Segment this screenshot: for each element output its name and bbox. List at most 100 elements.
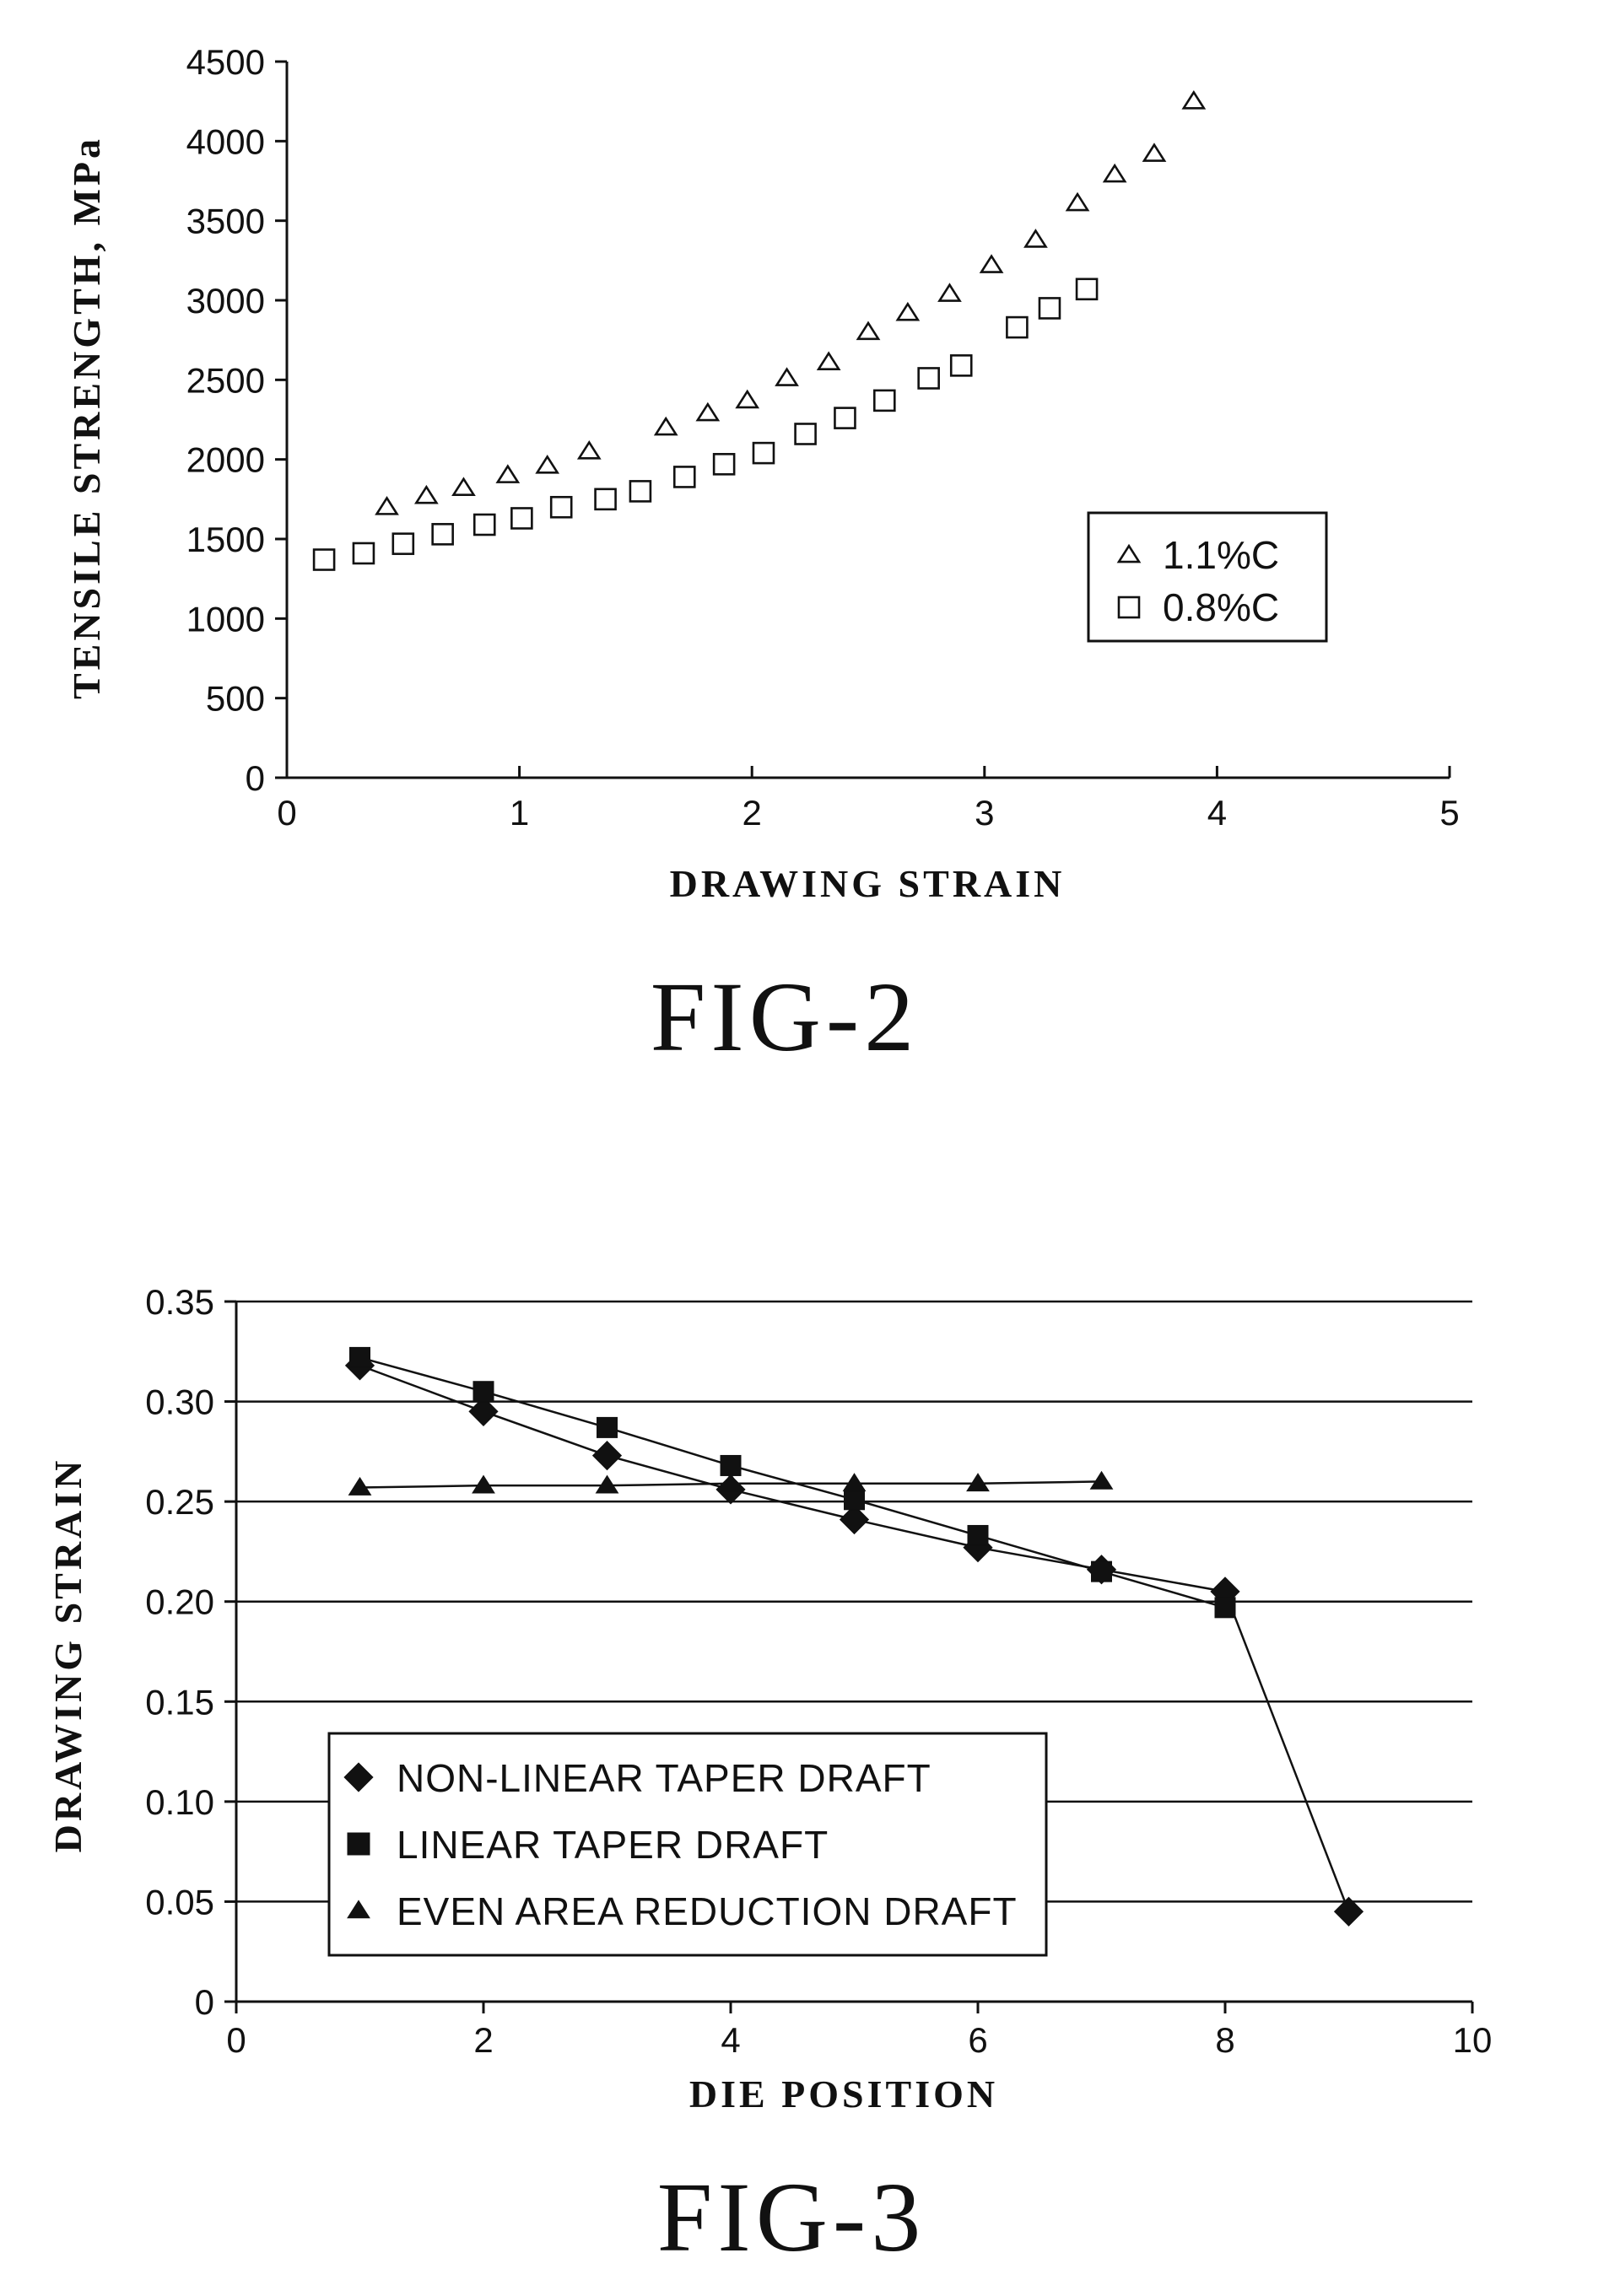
fig2-square-point bbox=[872, 389, 896, 412]
fig2-triangle-point bbox=[576, 440, 602, 460]
fig3-x-axis-title: DIE POSITION bbox=[689, 2072, 998, 2115]
fig2-square-point bbox=[312, 548, 336, 571]
fig3-nonlinear-taper-point bbox=[839, 1504, 870, 1535]
fig3-even-area-point bbox=[719, 1473, 742, 1492]
fig2-triangle-point bbox=[1181, 89, 1207, 110]
fig2-y-tick-label: 4000 bbox=[186, 121, 265, 161]
fig2-square-point bbox=[949, 354, 973, 377]
fig2-square-point bbox=[510, 507, 533, 530]
fig2-x-axis-title: DRAWING STRAIN bbox=[670, 862, 1066, 905]
fig3-x-tick-label: 2 bbox=[473, 2020, 493, 2060]
fig2-triangle-point bbox=[1065, 191, 1090, 212]
fig2-square-point bbox=[834, 407, 856, 429]
fig3-y-tick-label: 0.25 bbox=[145, 1482, 214, 1522]
fig2-triangle-point bbox=[735, 389, 760, 409]
fig2-square-point bbox=[1075, 278, 1099, 301]
fig2-square-point bbox=[712, 453, 736, 476]
fig3-linear-taper-point bbox=[1091, 1560, 1112, 1582]
fig3-linear-taper-point bbox=[967, 1524, 989, 1546]
tensile-strength-chart: 0 500 1000 1500 2000 2500 3000 3500 4000 4500 0 1 2 3… bbox=[65, 42, 1460, 905]
fig3-even-area-point bbox=[1089, 1470, 1114, 1490]
fig2-square-point bbox=[472, 513, 496, 536]
fig2-square-point bbox=[549, 495, 573, 519]
fig3-legend-label: EVEN AREA REDUCTION DRAFT bbox=[397, 1889, 1018, 1933]
fig2-y-tick-label: 1000 bbox=[186, 599, 265, 639]
fig3-y-axis-title: DRAWING STRAIN bbox=[46, 1458, 89, 1853]
fig2-triangle-point bbox=[856, 321, 881, 341]
fig2-triangle-point bbox=[495, 464, 521, 483]
fig2-triangle-point bbox=[775, 367, 799, 386]
fig3-nonlinear-taper-point bbox=[591, 1440, 623, 1471]
fig3-legend-marker bbox=[343, 1762, 374, 1792]
fig2-triangle-point bbox=[695, 402, 721, 422]
fig2-data-marks bbox=[312, 89, 1207, 571]
fig3-y-tick-label: 0.10 bbox=[145, 1782, 214, 1822]
fig2-figure-label: FIG-2 bbox=[651, 962, 919, 1072]
fig2-legend-label: 0.8%C bbox=[1163, 585, 1279, 629]
fig3-linear-taper-point bbox=[720, 1454, 742, 1476]
fig2-triangle-point bbox=[1102, 163, 1127, 183]
fig2-square-point bbox=[352, 542, 375, 565]
fig2-x-tick-label: 0 bbox=[277, 793, 296, 833]
fig3-y-tick-label: 0.15 bbox=[145, 1682, 214, 1722]
fig3-y-tick-label: 0.05 bbox=[145, 1882, 214, 1921]
fig2-triangle-point bbox=[816, 351, 841, 370]
fig3-y-tick-label: 0.30 bbox=[145, 1382, 214, 1422]
fig2-triangle-point bbox=[979, 254, 1004, 273]
fig2-y-tick-label: 3000 bbox=[186, 281, 265, 321]
fig2-square-point bbox=[917, 367, 940, 390]
fig3-axes bbox=[224, 1300, 1474, 2013]
fig3-linear-taper-point bbox=[597, 1416, 618, 1438]
fig3-y-tick-label: 0.35 bbox=[145, 1282, 214, 1322]
fig2-y-tick-label: 1500 bbox=[186, 520, 265, 559]
fig2-square-point bbox=[392, 532, 415, 555]
fig2-square-point bbox=[431, 523, 454, 546]
fig3-legend-marker bbox=[347, 1900, 370, 1919]
fig2-square-point bbox=[1038, 297, 1061, 320]
fig3-x-tick-label: 10 bbox=[1453, 2020, 1493, 2060]
fig2-triangle-point bbox=[653, 416, 678, 436]
fig2-square-point bbox=[594, 488, 617, 511]
fig3-data-marks bbox=[344, 1346, 1364, 1927]
fig3-legend-box bbox=[327, 1732, 1048, 1957]
fig3-legend: NON-LINEAR TAPER DRAFT LINEAR TAPER DRAFT… bbox=[327, 1732, 1048, 1957]
fig2-square-point bbox=[752, 441, 775, 465]
fig2-y-tick-label: 0 bbox=[246, 758, 265, 798]
fig2-y-tick-label: 3500 bbox=[186, 202, 265, 241]
fig2-y-tick-label: 2500 bbox=[186, 360, 265, 400]
fig3-even-area-point bbox=[842, 1473, 867, 1492]
fig2-y-tick-label: 500 bbox=[206, 679, 265, 719]
fig2-x-tick-label: 4 bbox=[1207, 793, 1227, 833]
fig3-even-area-point bbox=[348, 1476, 372, 1496]
fig2-y-axis-title: TENSILE STRENGTH, MPa bbox=[65, 136, 108, 699]
fig3-tick-labels: 0 0.05 0.10 0.15 0.20 0.25 0.30 0.35 0 2 4 6 8 10 bbox=[145, 1282, 1492, 2060]
fig3-legend-label: LINEAR TAPER DRAFT bbox=[397, 1823, 829, 1867]
fig2-triangle-point bbox=[451, 477, 476, 497]
fig2-axes bbox=[275, 60, 1451, 779]
fig3-x-tick-label: 4 bbox=[721, 2020, 740, 2060]
fig3-x-tick-label: 0 bbox=[226, 2020, 246, 2060]
fig3-legend-label: NON-LINEAR TAPER DRAFT bbox=[397, 1756, 932, 1800]
fig3-linear-taper-point bbox=[844, 1489, 865, 1511]
fig3-y-tick-label: 0.20 bbox=[145, 1582, 214, 1622]
fig3-linear-taper-point bbox=[472, 1381, 494, 1403]
fig2-triangle-point bbox=[895, 301, 921, 321]
fig2-x-tick-label: 2 bbox=[742, 793, 762, 833]
fig2-square-point bbox=[629, 480, 652, 503]
fig2-x-tick-label: 3 bbox=[975, 793, 994, 833]
fig3-even-area-point bbox=[595, 1474, 619, 1494]
fig3-even-area-point bbox=[472, 1474, 495, 1494]
fig2-square-point bbox=[1006, 315, 1029, 339]
fig2-triangle-point bbox=[937, 283, 962, 302]
fig3-nonlinear-taper-point bbox=[1333, 1896, 1364, 1927]
fig2-x-tick-label: 1 bbox=[510, 793, 529, 833]
fig2-legend: 1.1%C 0.8%C bbox=[1087, 511, 1328, 643]
fig2-tick-labels: 0 500 1000 1500 2000 2500 3000 3500 4000 4500 0 1 2 3… bbox=[186, 42, 1460, 833]
fig2-triangle-point bbox=[535, 454, 560, 474]
fig2-triangle-point bbox=[413, 484, 439, 504]
fig3-x-tick-label: 6 bbox=[968, 2020, 987, 2060]
fig3-even-area-point bbox=[966, 1473, 990, 1492]
fig3-linear-taper-point bbox=[349, 1346, 370, 1368]
fig2-square-point bbox=[794, 423, 817, 445]
